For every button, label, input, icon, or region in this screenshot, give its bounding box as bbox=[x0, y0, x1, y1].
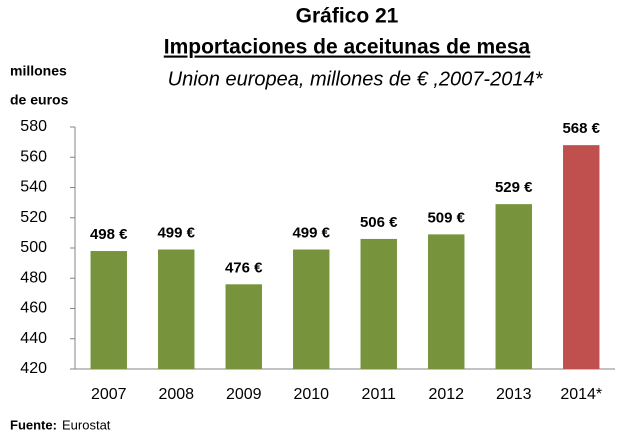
y-axis-label: millones bbox=[10, 63, 67, 79]
x-tick-label: 2010 bbox=[293, 386, 329, 403]
bar bbox=[158, 249, 195, 369]
x-tick-label: 2013 bbox=[496, 386, 532, 403]
bar bbox=[428, 234, 465, 369]
data-label: 529 € bbox=[495, 179, 533, 196]
x-tick-label: 2008 bbox=[158, 386, 194, 403]
x-tick-label: 2012 bbox=[428, 386, 464, 403]
y-tick-label: 500 bbox=[20, 239, 47, 256]
source: Eurostat bbox=[62, 417, 111, 432]
y-tick-label: 580 bbox=[20, 118, 47, 135]
chart-title: Gráfico 21 bbox=[296, 5, 399, 28]
data-label: 499 € bbox=[157, 224, 195, 241]
y-tick-label: 440 bbox=[20, 330, 47, 347]
y-tick-label: 560 bbox=[20, 148, 47, 165]
data-label: 506 € bbox=[360, 214, 398, 231]
y-tick-label: 520 bbox=[20, 209, 47, 226]
x-tick-label: 2009 bbox=[226, 386, 262, 403]
chart-description: Union europea, millones de € ,2007-2014* bbox=[168, 68, 544, 90]
data-label: 499 € bbox=[292, 224, 330, 241]
bar bbox=[90, 251, 127, 369]
y-axis-label: de euros bbox=[10, 92, 69, 108]
data-label: 568 € bbox=[562, 120, 600, 137]
bar bbox=[360, 238, 397, 369]
y-tick-label: 420 bbox=[20, 360, 47, 377]
bar bbox=[563, 145, 600, 369]
bar bbox=[293, 249, 330, 369]
data-label: 476 € bbox=[225, 259, 263, 276]
bar bbox=[225, 284, 262, 369]
x-tick-label: 2014* bbox=[560, 386, 602, 403]
data-label: 498 € bbox=[90, 226, 128, 243]
y-tick-label: 540 bbox=[20, 179, 47, 196]
y-tick-label: 480 bbox=[20, 269, 47, 286]
x-tick-label: 2007 bbox=[91, 386, 127, 403]
data-label: 509 € bbox=[427, 209, 465, 226]
bar bbox=[495, 204, 532, 369]
x-tick-label: 2011 bbox=[362, 386, 397, 403]
y-tick-label: 460 bbox=[20, 300, 47, 317]
source-label: Fuente: bbox=[10, 417, 57, 432]
chart-subtitle: Importaciones de aceitunas de mesa bbox=[164, 36, 531, 59]
